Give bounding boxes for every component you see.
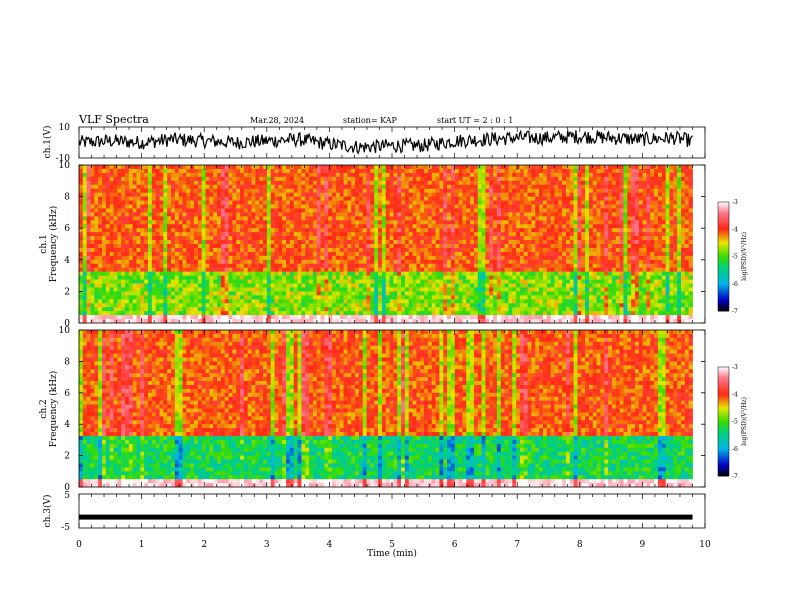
ch3-waveform-frame [78, 493, 706, 529]
colorbar-tick-label: -4 [732, 226, 738, 233]
spectrogram-ytick-label: 0 [64, 319, 70, 329]
ch1-waveform-line [78, 129, 693, 155]
spectrogram-ytick-label: 4 [64, 420, 70, 430]
spectrogram-ytick-label: 10 [59, 326, 71, 336]
colorbar-tick-label: -7 [732, 308, 738, 315]
time-tick-label: 10 [699, 540, 711, 550]
time-tick-label: 0 [76, 540, 82, 550]
station-label: station= KAP [343, 116, 398, 125]
spectrogram-ytick-label: 6 [64, 389, 70, 399]
colorbar-label: log(PSD)(V²/Hz) [741, 232, 748, 281]
ch3-waveform-ylabel: ch.3(V) [42, 495, 53, 528]
ch2-colorbar: -3 -4 -5 -6 -7 log(PSD)(V²/Hz) [717, 364, 748, 480]
time-tick-label: 8 [577, 540, 583, 550]
time-axis: 0 1 2 3 4 5 6 7 8 9 10 [76, 127, 711, 550]
time-tick-label: 2 [201, 540, 207, 550]
spectrogram-ytick-label: 8 [64, 193, 70, 203]
figure-title: VLF Spectra [78, 113, 149, 126]
date-label: Mar.28, 2024 [250, 116, 304, 125]
ch1-ytick-top: 10 [59, 123, 71, 133]
colorbar-tick-label: -3 [732, 199, 738, 206]
time-tick-label: 9 [640, 540, 646, 550]
colorbar-label: log(PSD)(V²/Hz) [741, 397, 748, 446]
ch3-ytick-top: 5 [64, 491, 70, 501]
ch2-spectrogram-channel-label: ch.2 [39, 399, 49, 418]
time-tick-label: 1 [139, 540, 145, 550]
spectrogram-ytick-label: 4 [64, 256, 70, 266]
ch1-spectrogram-panel: 0 2 4 6 8 10 ch.1 Frequency (kHz) [39, 161, 706, 329]
colorbar-tick-label: -6 [732, 446, 738, 453]
time-tick-label: 5 [389, 540, 395, 550]
colorbar-tick-label: -6 [732, 281, 738, 288]
spectrogram-ytick-label: 2 [64, 452, 70, 462]
ch2-spectrogram-ylabel: Frequency (kHz) [48, 371, 59, 448]
ch1-ytick-bottom: -10 [56, 154, 71, 164]
ch1-waveform-ylabel: ch.1(V) [42, 126, 53, 159]
colorbar-tick-label: -5 [732, 254, 738, 261]
colorbar-tick-label: -7 [732, 473, 738, 480]
spectrogram-ytick-label: 10 [59, 161, 71, 171]
ch3-ytick-bottom: -5 [61, 523, 70, 533]
colorbar-tick-label: -4 [732, 391, 738, 398]
spectrogram-ytick-label: 6 [64, 224, 70, 234]
ch1-spectrogram-channel-label: ch.1 [39, 234, 49, 253]
spectrogram-ytick-label: 2 [64, 287, 70, 297]
time-tick-label: 3 [264, 540, 270, 550]
ch1-spectrogram-ylabel: Frequency (kHz) [48, 206, 59, 283]
start-ut-label: start UT = 2 : 0 : 1 [437, 116, 513, 125]
colorbar-tick-label: -5 [732, 419, 738, 426]
ch3-waveform-trace [79, 514, 693, 520]
ch1-colorbar: -3 -4 -5 -6 -7 log(PSD)(V²/Hz) [717, 199, 748, 315]
spectrogram-ytick-label: 0 [64, 483, 70, 493]
time-tick-label: 4 [327, 540, 333, 550]
time-axis-label: Time (min) [367, 548, 417, 559]
time-tick-label: 6 [452, 540, 458, 550]
ch1-spectrogram-image [79, 165, 705, 324]
ch2-spectrogram-image [79, 330, 705, 488]
colorbar-tick-label: -3 [732, 364, 738, 371]
time-tick-label: 7 [514, 540, 520, 550]
ch2-spectrogram-panel: 0 2 4 6 8 10 ch.2 Frequency (kHz) [39, 326, 706, 493]
spectrogram-ytick-label: 8 [64, 357, 70, 367]
